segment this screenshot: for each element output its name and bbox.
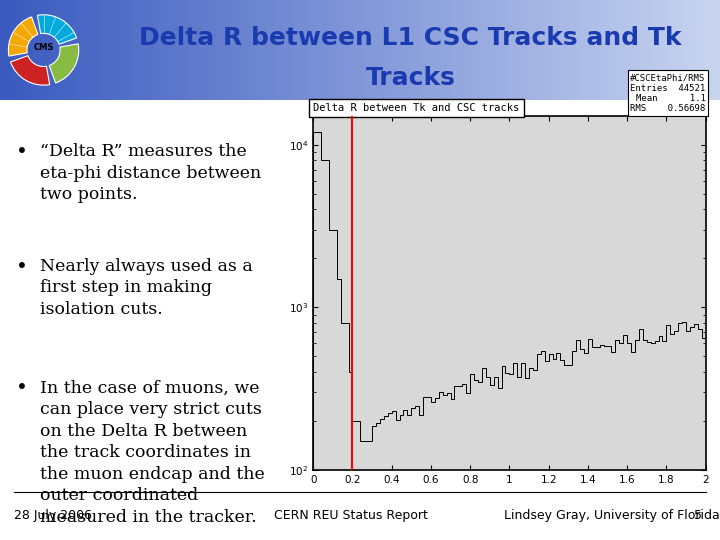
- Text: #CSCEtaPhi/RMS
Entries  44521
Mean      1.1
RMS    0.56698: #CSCEtaPhi/RMS Entries 44521 Mean 1.1 RM…: [630, 73, 706, 113]
- Text: Delta R between L1 CSC Tracks and Tk: Delta R between L1 CSC Tracks and Tk: [139, 26, 682, 50]
- Wedge shape: [37, 15, 76, 44]
- Text: CMS: CMS: [33, 43, 54, 52]
- Text: CERN REU Status Report: CERN REU Status Report: [274, 509, 428, 522]
- Wedge shape: [49, 44, 78, 83]
- Text: 5: 5: [694, 509, 702, 522]
- Text: In the case of muons, we
can place very strict cuts
on the Delta R between
the t: In the case of muons, we can place very …: [40, 380, 265, 526]
- Wedge shape: [9, 17, 38, 56]
- Wedge shape: [11, 56, 50, 85]
- Text: •: •: [16, 143, 28, 163]
- Text: Nearly always used as a
first step in making
isolation cuts.: Nearly always used as a first step in ma…: [40, 258, 253, 318]
- Text: Lindsey Gray, University of Florida: Lindsey Gray, University of Florida: [504, 509, 720, 522]
- Text: Tracks: Tracks: [366, 66, 455, 90]
- Text: Delta R between Tk and CSC tracks: Delta R between Tk and CSC tracks: [313, 103, 519, 113]
- Text: 28 July 2006: 28 July 2006: [14, 509, 92, 522]
- Text: •: •: [16, 380, 28, 399]
- Text: •: •: [16, 258, 28, 276]
- Text: “Delta R” measures the
eta-phi distance between
two points.: “Delta R” measures the eta-phi distance …: [40, 143, 261, 204]
